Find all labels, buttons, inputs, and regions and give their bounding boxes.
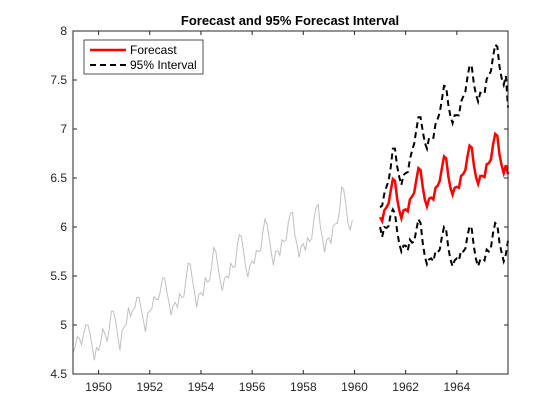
x-tick-label: 1960 <box>341 380 368 394</box>
history-line <box>72 185 353 361</box>
upper-interval-line <box>379 42 509 209</box>
x-tick-label: 1958 <box>290 380 317 394</box>
y-tick-label: 6 <box>60 220 67 234</box>
x-tick-label: 1954 <box>188 380 215 394</box>
plot-frame <box>72 30 509 375</box>
y-tick-label: 4.5 <box>50 367 67 381</box>
x-tick-label: 1956 <box>239 380 266 394</box>
x-tick-label: 1950 <box>85 380 112 394</box>
x-tick-label: 1952 <box>136 380 163 394</box>
legend-interval-label: 95% Interval <box>130 58 197 72</box>
y-tick-label: 8 <box>60 24 67 38</box>
x-tick-label: 1964 <box>443 380 470 394</box>
series-layer <box>72 42 510 361</box>
legend-box <box>83 39 204 75</box>
y-tick-label: 6.5 <box>50 171 67 185</box>
y-tick-label: 7.5 <box>50 73 67 87</box>
x-tick-label: 1962 <box>392 380 419 394</box>
y-tick-label: 7 <box>60 122 67 136</box>
plot-area <box>73 31 508 374</box>
y-axis: 4.5 5 5.5 6 6.5 7 7.5 8 <box>50 24 508 381</box>
legend-forecast-label: Forecast <box>130 43 177 57</box>
y-tick-label: 5 <box>60 318 67 332</box>
x-axis: 1950 1952 1954 1956 1958 1960 1962 1964 <box>85 31 470 394</box>
chart-title: Forecast and 95% Forecast Interval <box>181 13 399 28</box>
forecast-line <box>378 131 510 225</box>
lower-interval-line <box>379 207 509 270</box>
legend: Forecast 95% Interval <box>83 39 204 75</box>
y-tick-label: 5.5 <box>50 269 67 283</box>
